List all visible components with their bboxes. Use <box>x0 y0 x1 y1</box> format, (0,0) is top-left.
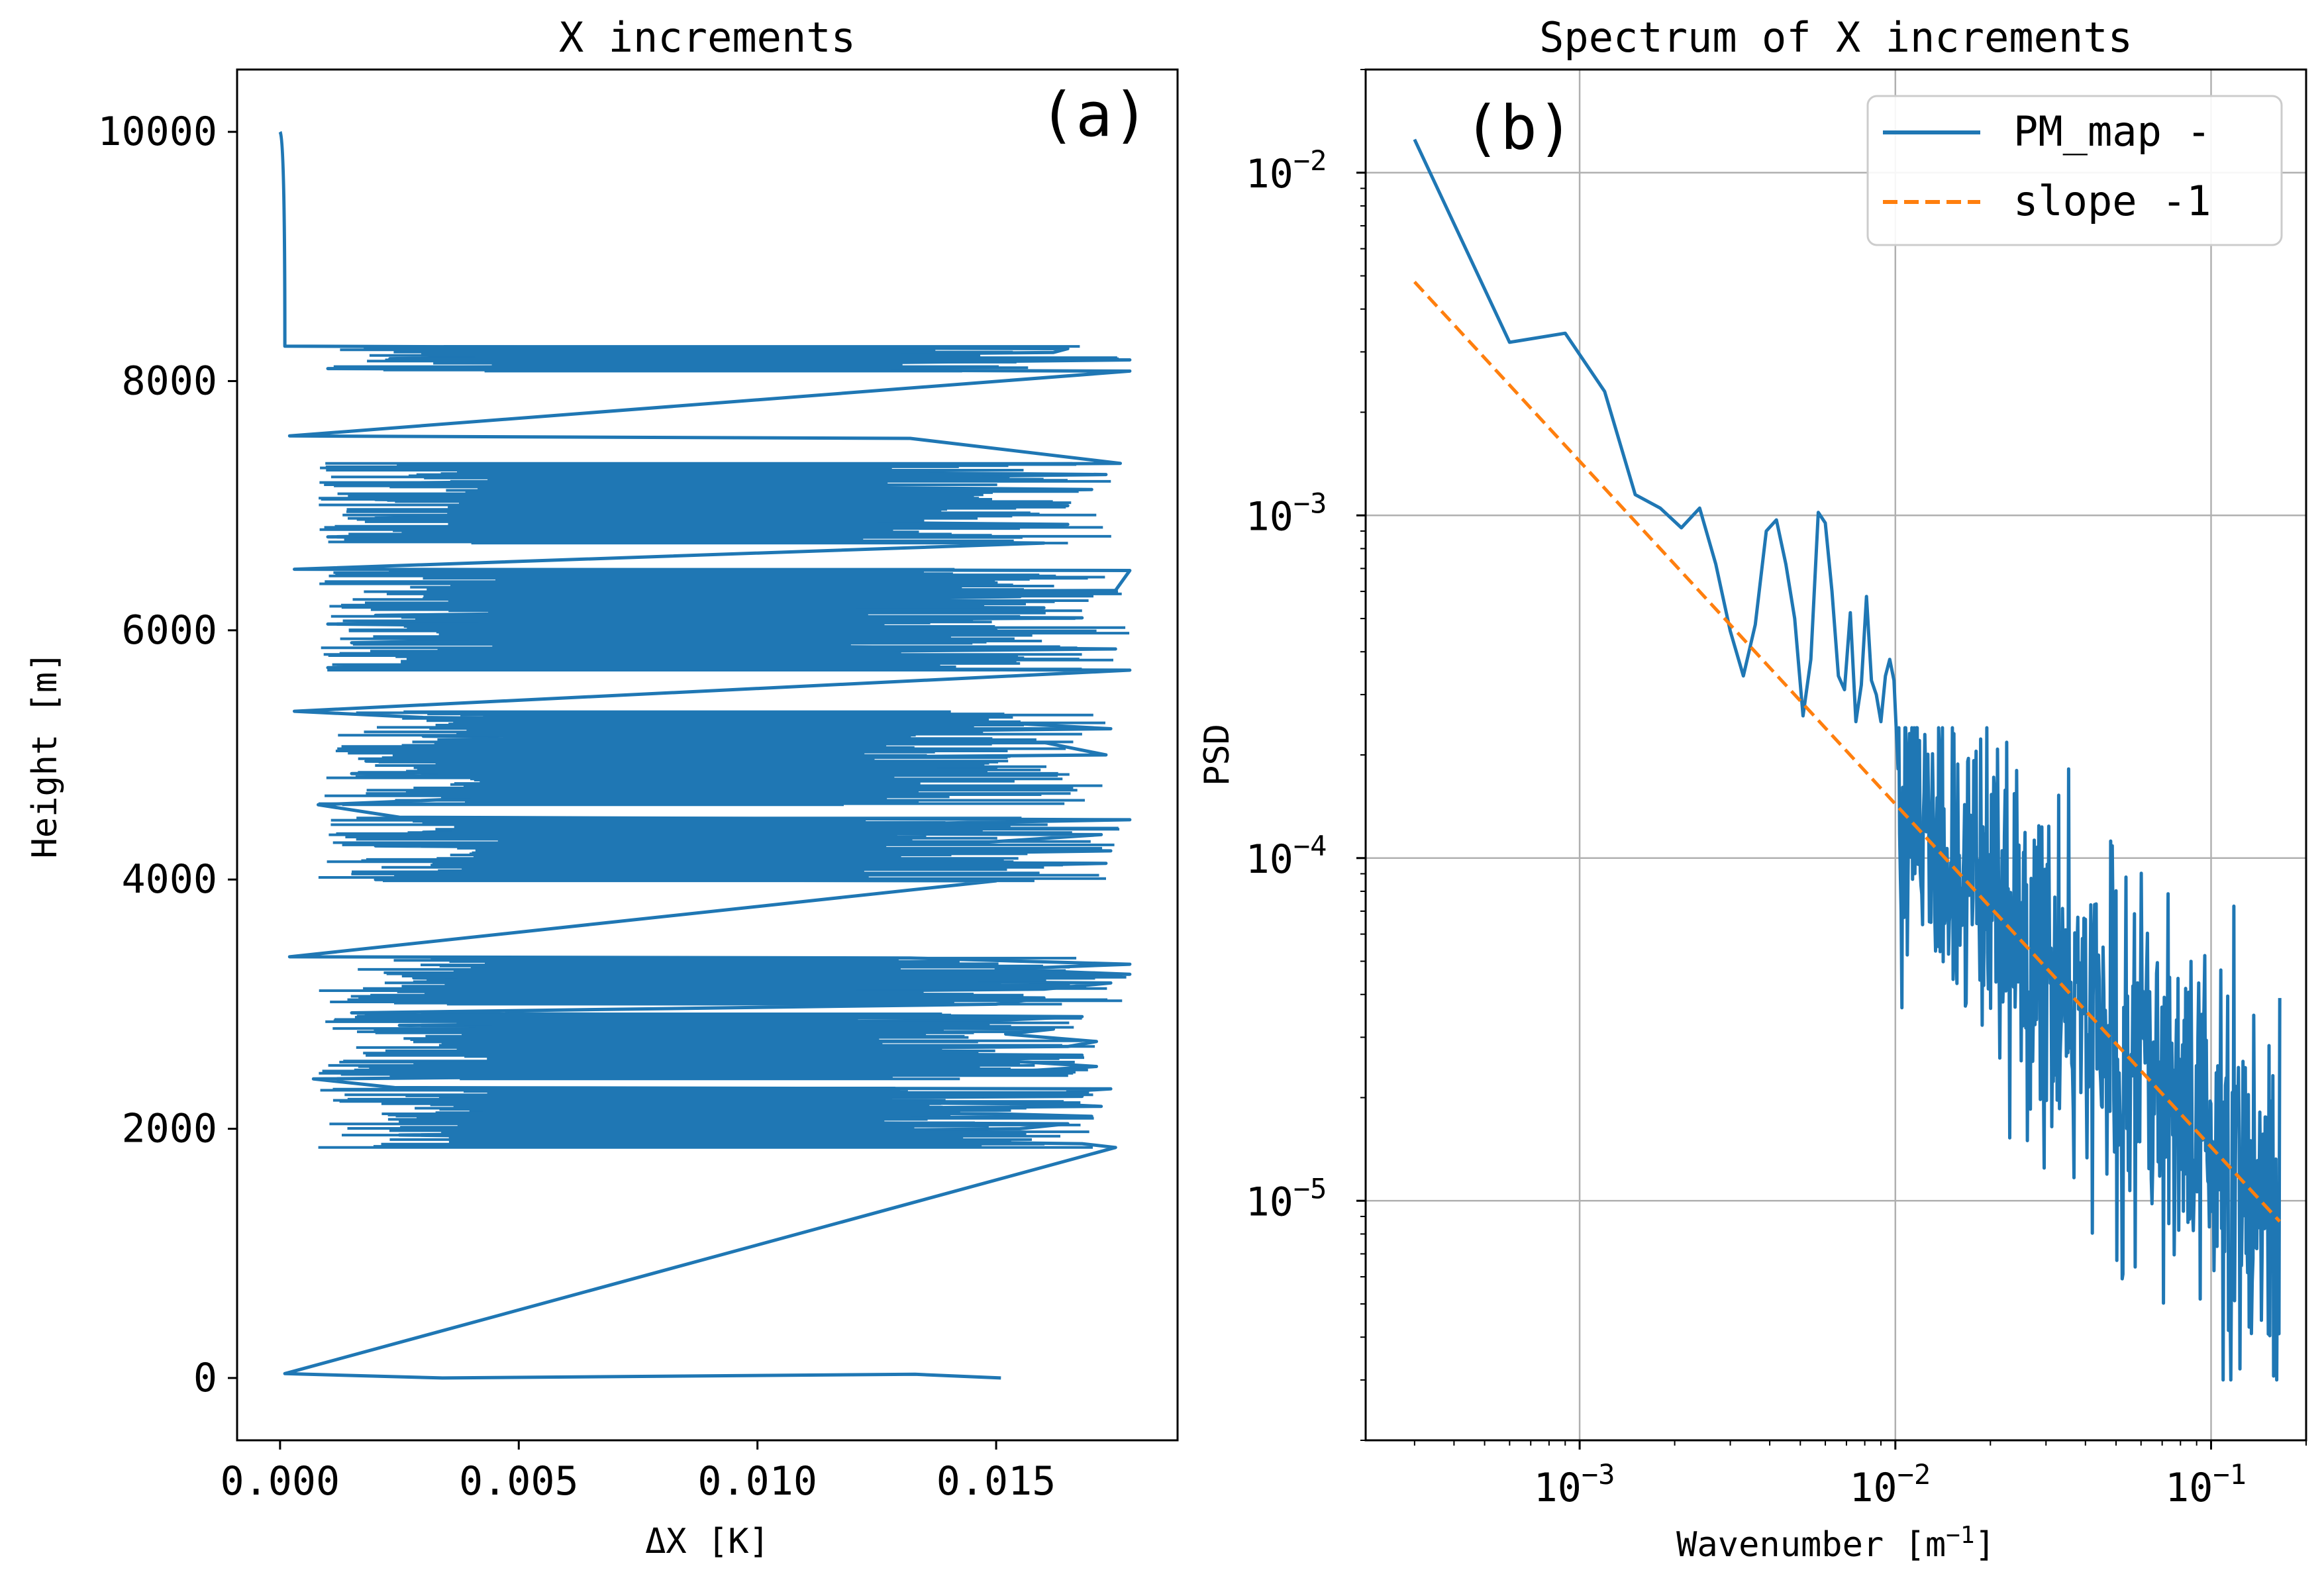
panel-a: 0.000 0.005 0.010 0.015 0 2000 4000 6000 8000 100… <box>25 13 1179 1561</box>
increment-band-3 <box>318 817 1120 883</box>
panel-a-title: X increments <box>559 13 856 62</box>
panel-b-x-axis-label: Wavenumber [m−1] <box>1676 1522 1996 1565</box>
panel-b-x-tick-label: 10−1 <box>2165 1458 2247 1511</box>
panel-a-y-tick-label: 4000 <box>122 856 218 903</box>
panel-b-y-tick-label: 10−5 <box>1246 1172 1327 1225</box>
panel-b-letter: (b) <box>1464 93 1574 164</box>
panel-a-x-tick-label: 0.005 <box>459 1458 579 1505</box>
panel-b-y-tick-label: 10−4 <box>1246 830 1327 883</box>
increment-band-2 <box>319 956 1127 1006</box>
panel-b-title: Spectrum of X increments <box>1539 13 2133 62</box>
legend-label-slope: slope -1 <box>2013 177 2211 225</box>
slope-reference-line <box>1413 281 2282 1223</box>
panel-a-y-tick-label: 6000 <box>122 607 218 654</box>
panel-b-y-tick-label: 10−3 <box>1246 487 1327 540</box>
panel-b-y-axis-label: PSD <box>1197 724 1237 786</box>
panel-a-axes-frame <box>236 68 1179 1442</box>
panel-a-letter: (a) <box>1039 79 1149 150</box>
panel-a-x-tick-label: 0.015 <box>936 1458 1056 1505</box>
psd-series-line <box>1413 138 2282 1382</box>
panel-a-x-axis-label: ΔX [K] <box>645 1522 770 1561</box>
panel-b: 10−3 10−2 10−1 10−5 10−4 10−3 10−2 Spectrum of… <box>1197 13 2307 1565</box>
panel-a-x-tick-label: 0.000 <box>221 1458 340 1505</box>
legend: PM_map - slope -1 <box>1866 95 2283 246</box>
legend-label-pm-map: PM_map - <box>2013 107 2211 156</box>
panel-b-x-axis-label-exponent: −1 <box>1946 1522 1974 1549</box>
increment-band-0 <box>318 1087 1094 1149</box>
panel-a-plot-area <box>278 130 1132 1380</box>
panel-a-y-tick-label: 2000 <box>122 1106 218 1152</box>
increment-band-5 <box>319 568 1130 671</box>
panel-a-y-tick-label: 8000 <box>122 358 218 404</box>
panel-b-ticks: 10−3 10−2 10−1 10−5 10−4 10−3 10−2 <box>1246 69 2307 1511</box>
increment-band-6 <box>319 462 1111 545</box>
panel-a-ticks: 0.000 0.005 0.010 0.015 0 2000 4000 6000 8000 100… <box>97 109 1056 1505</box>
panel-b-x-axis-label-text: Wavenumber [m <box>1676 1525 1946 1565</box>
panel-a-y-axis-label: Height [m] <box>25 651 65 858</box>
panel-b-x-tick-label: 10−3 <box>1534 1458 1615 1511</box>
panel-a-y-tick-label: 10000 <box>97 109 217 155</box>
panel-b-plot-area <box>1413 138 2282 1382</box>
panel-a-y-tick-label: 0 <box>193 1355 217 1401</box>
panel-a-x-tick-label: 0.010 <box>697 1458 817 1505</box>
panel-b-x-axis-label-close: ] <box>1975 1525 1996 1565</box>
panel-b-y-tick-label: 10−2 <box>1246 144 1327 197</box>
increment-band-1 <box>319 1013 1095 1081</box>
panel-b-x-tick-label: 10−2 <box>1849 1458 1931 1511</box>
increment-band-4 <box>319 710 1105 807</box>
increment-band-7 <box>333 345 1119 373</box>
